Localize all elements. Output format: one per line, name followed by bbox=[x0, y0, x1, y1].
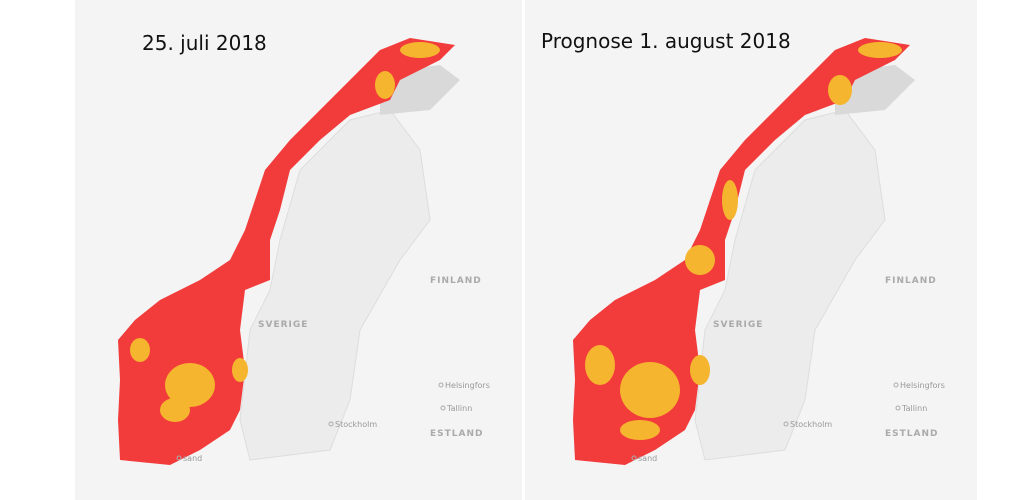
country-label: FINLAND bbox=[430, 276, 482, 286]
city-dot bbox=[438, 382, 444, 388]
city-dot bbox=[893, 382, 899, 388]
panel-title: Prognose 1. august 2018 bbox=[541, 29, 791, 53]
country-label: ESTLAND bbox=[885, 429, 938, 439]
country-label: SVERIGE bbox=[713, 320, 763, 330]
country-label: SVERIGE bbox=[258, 320, 308, 330]
city-label: Helsingfors bbox=[445, 381, 490, 390]
city-dot bbox=[328, 421, 334, 427]
city-label: sand bbox=[638, 454, 657, 463]
moderate-areas bbox=[585, 42, 902, 440]
city-dot bbox=[783, 421, 789, 427]
city-dot bbox=[895, 405, 901, 411]
city-label: Tallinn bbox=[446, 404, 472, 413]
city-label: Stockholm bbox=[335, 420, 377, 429]
right-map bbox=[525, 0, 977, 500]
city-dot bbox=[631, 455, 637, 461]
moderate-areas bbox=[130, 42, 440, 422]
panel-title: 25. juli 2018 bbox=[142, 31, 267, 55]
city-dot bbox=[176, 455, 182, 461]
country-label: ESTLAND bbox=[430, 429, 483, 439]
country-label: FINLAND bbox=[885, 276, 937, 286]
left-map bbox=[75, 0, 522, 500]
city-label: Tallinn bbox=[901, 404, 927, 413]
city-dot bbox=[440, 405, 446, 411]
city-label: Helsingfors bbox=[900, 381, 945, 390]
city-label: sand bbox=[183, 454, 202, 463]
city-label: Stockholm bbox=[790, 420, 832, 429]
